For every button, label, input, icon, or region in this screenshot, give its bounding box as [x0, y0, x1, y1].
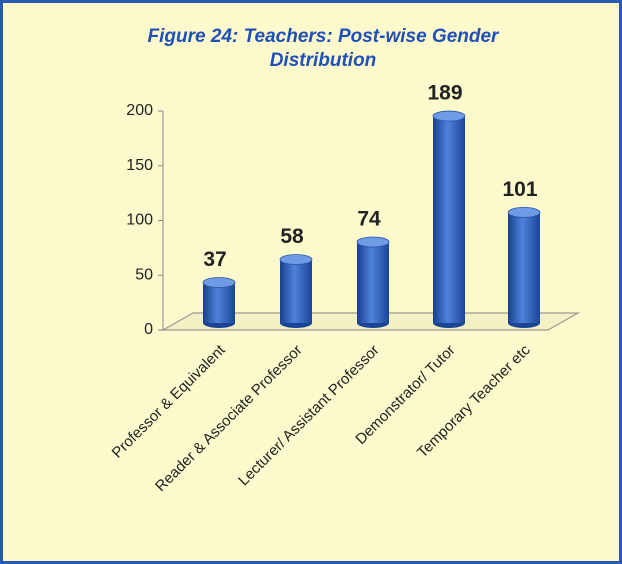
- bar: [202, 277, 236, 328]
- bar-top: [356, 236, 390, 248]
- bar-body: [357, 241, 389, 323]
- bar-body: [433, 116, 465, 323]
- y-tick-label: 50: [135, 266, 153, 283]
- data-label: 74: [357, 208, 381, 231]
- bar: [432, 110, 466, 328]
- data-label: 101: [502, 178, 537, 201]
- x-tick-label: Reader & Associate Professor: [152, 342, 306, 496]
- bar-top: [507, 207, 541, 218]
- x-tick-label: Lecturer/ Assistant Professor: [235, 342, 383, 490]
- y-tick-label: 150: [126, 157, 153, 174]
- data-label: 58: [280, 225, 304, 248]
- y-tick-label: 100: [126, 212, 153, 229]
- bar-body: [280, 259, 312, 323]
- bar-body: [203, 282, 235, 323]
- bar: [507, 207, 541, 328]
- bar-top: [279, 254, 313, 265]
- chart-title: Figure 24: Teachers: Post-wise Gender Di…: [147, 26, 499, 71]
- y-tick-label: 200: [126, 102, 153, 119]
- data-label: 189: [427, 82, 462, 105]
- bar: [279, 254, 313, 328]
- bar: [356, 236, 390, 328]
- y-tick-label: 0: [144, 321, 153, 338]
- data-label: 37: [203, 248, 226, 271]
- bar-top: [202, 277, 236, 288]
- bar-body: [508, 212, 540, 323]
- bar-top: [432, 110, 466, 122]
